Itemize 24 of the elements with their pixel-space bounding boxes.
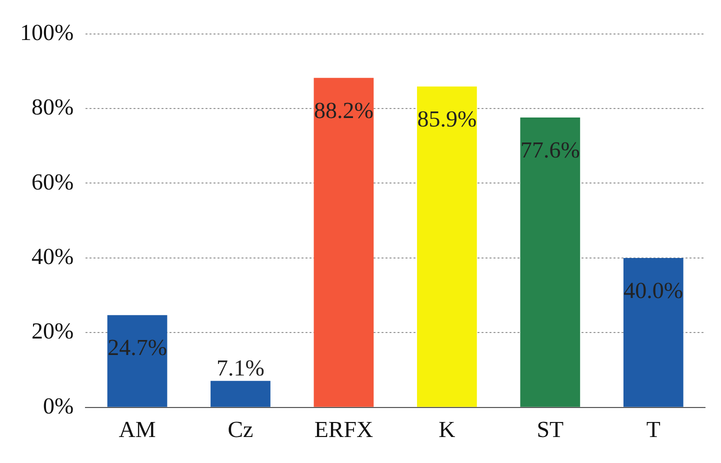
bar <box>210 380 270 407</box>
y-tick-label: 0% <box>42 393 74 418</box>
data-label: 24.7% <box>108 335 167 360</box>
x-tick-label: T <box>646 417 660 442</box>
y-tick-label: 100% <box>20 20 74 45</box>
y-tick-label: 80% <box>31 94 74 120</box>
y-tick-label: 20% <box>31 318 74 344</box>
x-tick-label: AM <box>118 417 156 442</box>
bar <box>520 117 580 407</box>
x-tick-label: Cz <box>228 417 254 442</box>
bar <box>417 86 477 407</box>
x-tick-label: K <box>438 417 456 442</box>
y-tick-label: 40% <box>31 244 74 270</box>
x-tick-label: ERFX <box>314 417 374 442</box>
bar <box>314 78 374 407</box>
bar <box>623 258 684 407</box>
data-label: 40.0% <box>624 278 684 304</box>
data-label: 77.6% <box>520 138 580 163</box>
data-label: 88.2% <box>314 98 374 123</box>
x-tick-label: ST <box>536 417 564 442</box>
data-label: 7.1% <box>216 355 264 380</box>
y-tick-label: 60% <box>31 169 74 194</box>
data-label: 85.9% <box>417 106 477 132</box>
bar <box>107 315 168 407</box>
